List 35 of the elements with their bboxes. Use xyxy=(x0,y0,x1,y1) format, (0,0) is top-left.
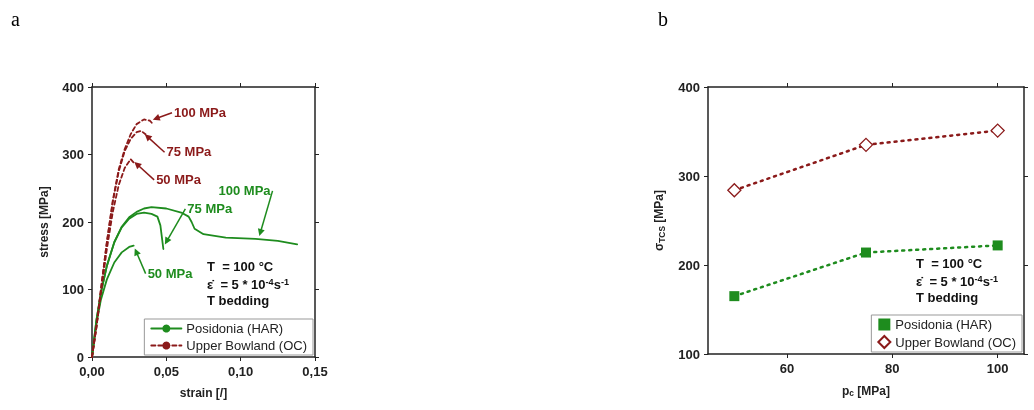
y-tick-label: 200 xyxy=(678,257,700,273)
annotation: 50 MPa xyxy=(156,171,202,187)
legend-label: Upper Bowland (OC) xyxy=(186,338,307,353)
annotation: 100 MPa xyxy=(173,104,227,120)
y-tick-label: 300 xyxy=(62,147,84,162)
legend-label: Posidonia (HAR) xyxy=(895,317,993,332)
legend-label: Posidonia (HAR) xyxy=(186,321,284,336)
y-tick-label: 400 xyxy=(678,79,700,95)
y-tick-label: 200 xyxy=(62,214,84,230)
x-tick-label: 60 xyxy=(779,361,795,376)
chart-title: b xyxy=(658,8,668,30)
x-tick-label: 0,15 xyxy=(302,364,328,379)
legend-label: Upper Bowland (OC) xyxy=(895,334,1016,350)
y-axis-title: σTCS [MPa] xyxy=(652,190,667,251)
chart-title: a xyxy=(11,8,20,30)
annotation: T bedding xyxy=(916,290,979,305)
annotation: 100 MPa xyxy=(218,182,272,198)
y-axis-title: stress [MPa] xyxy=(37,186,51,258)
annotation: T bedding xyxy=(207,293,270,308)
y-tick-label: 0 xyxy=(76,349,84,365)
x-tick-label: 0,05 xyxy=(153,364,179,379)
y-tick-label: 400 xyxy=(62,79,84,95)
y-tick-label: 100 xyxy=(62,282,84,297)
annotation: 75 MPa xyxy=(187,200,233,216)
x-tick-label: 100 xyxy=(986,361,1009,376)
x-tick-label: 0,00 xyxy=(79,364,105,379)
annotation: 75 MPa xyxy=(166,144,213,160)
x-axis-title: strain [/] xyxy=(179,386,228,400)
annotation: 50 MPa xyxy=(147,265,194,281)
y-tick-label: 100 xyxy=(678,346,700,362)
x-tick-label: 0,10 xyxy=(228,364,254,379)
y-tick-label: 300 xyxy=(678,168,700,184)
x-tick-label: 80 xyxy=(885,361,900,376)
annotation: T = 100 °C xyxy=(207,259,274,274)
annotation: T = 100 °C xyxy=(916,256,983,271)
